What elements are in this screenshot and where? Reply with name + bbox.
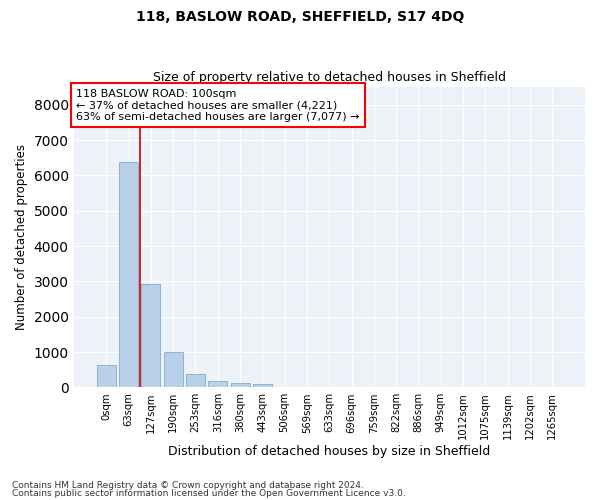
Title: Size of property relative to detached houses in Sheffield: Size of property relative to detached ho… — [153, 72, 506, 85]
Bar — [253, 384, 272, 388]
Text: 118, BASLOW ROAD, SHEFFIELD, S17 4DQ: 118, BASLOW ROAD, SHEFFIELD, S17 4DQ — [136, 10, 464, 24]
Bar — [186, 374, 205, 388]
Bar — [119, 162, 138, 388]
Bar — [97, 366, 116, 388]
Text: 118 BASLOW ROAD: 100sqm
← 37% of detached houses are smaller (4,221)
63% of semi: 118 BASLOW ROAD: 100sqm ← 37% of detache… — [76, 88, 359, 122]
Y-axis label: Number of detached properties: Number of detached properties — [15, 144, 28, 330]
Bar — [230, 382, 250, 388]
Bar — [208, 381, 227, 388]
Bar — [164, 352, 182, 388]
X-axis label: Distribution of detached houses by size in Sheffield: Distribution of detached houses by size … — [168, 444, 490, 458]
Text: Contains public sector information licensed under the Open Government Licence v3: Contains public sector information licen… — [12, 488, 406, 498]
Bar — [142, 284, 160, 388]
Text: Contains HM Land Registry data © Crown copyright and database right 2024.: Contains HM Land Registry data © Crown c… — [12, 481, 364, 490]
